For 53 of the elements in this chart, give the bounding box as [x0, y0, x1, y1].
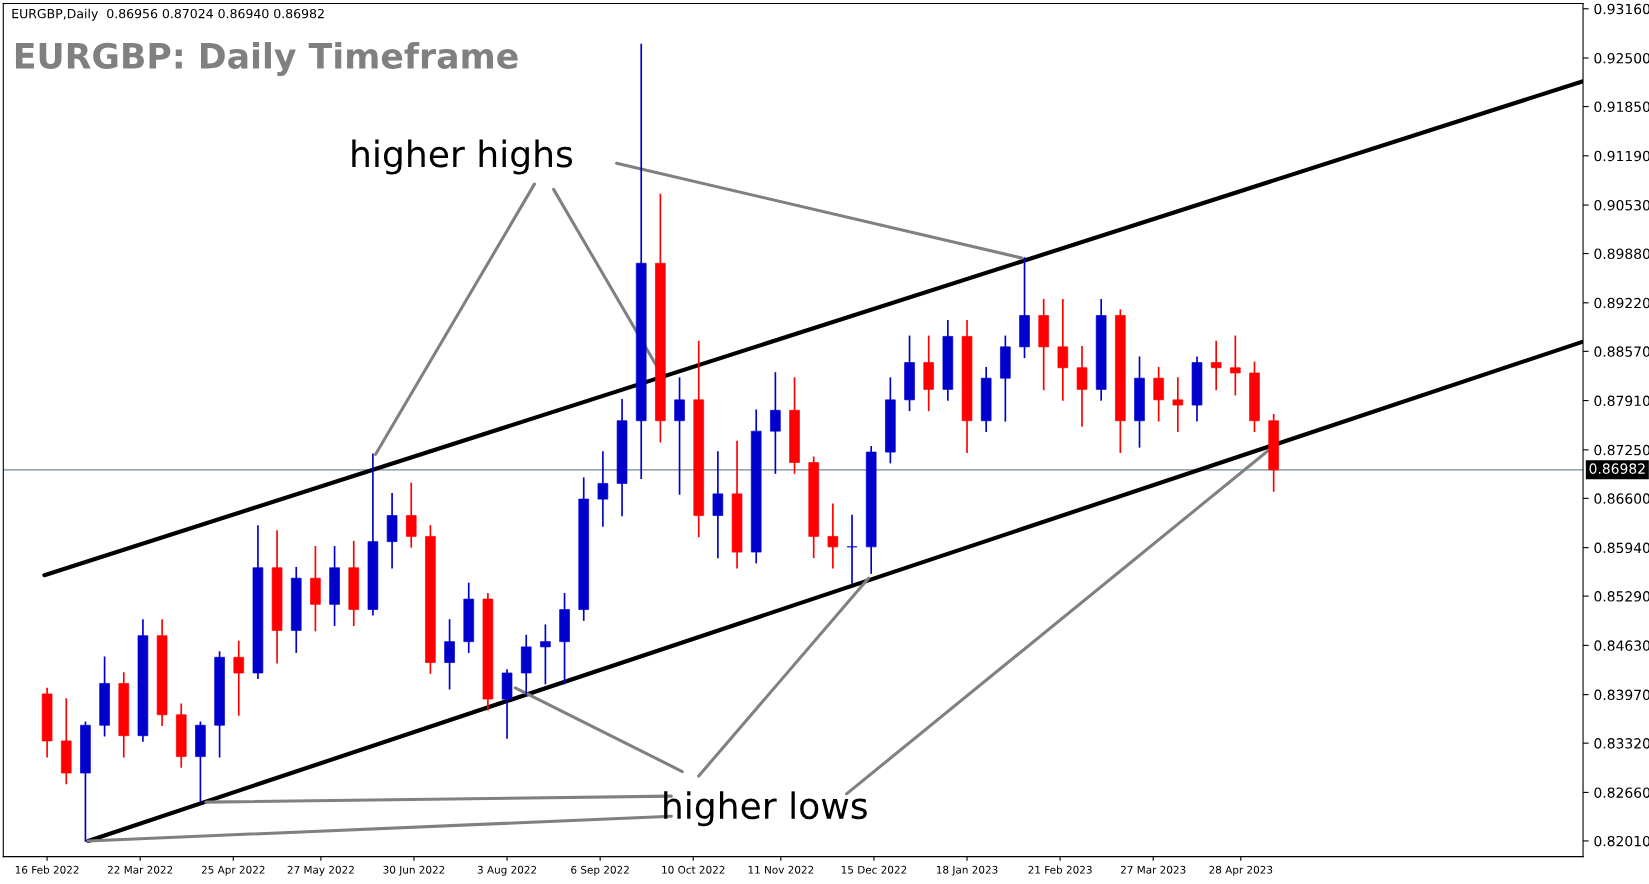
y-tick-label: 0.83320 [1594, 738, 1649, 749]
x-tick-label: 10 Oct 2022 [662, 865, 725, 874]
x-tick-label: 6 Sep 2022 [571, 865, 629, 876]
candlestick [846, 514, 858, 585]
x-tick-label: 18 Jan 2023 [936, 865, 998, 876]
y-tick-label: 0.90530 [1594, 200, 1649, 211]
text: EURGBP: Daily Timeframe [15, 42, 518, 76]
y-tick-label: 0.87250 [1594, 444, 1649, 456]
candlestick [405, 482, 417, 548]
candlestick [1057, 298, 1069, 401]
y-tick-label: 0.89220 [1594, 297, 1649, 309]
x-tick-label: 30 Jun 2022 [383, 865, 445, 876]
y-tick-label: 0.85290 [1594, 591, 1649, 602]
x-tick-label: 3 Aug 2022 [477, 865, 537, 876]
x-tick-label: 22 Mar 2022 [107, 865, 173, 874]
candlestick [233, 640, 245, 716]
chart-subtitle: EURGBP,Daily 0.86956 0.87024 0.86940 0.86982 [12, 8, 324, 21]
y-tick-label: 0.82010 [1594, 835, 1649, 847]
x-tick-label: 21 Feb 2023 [1028, 865, 1092, 874]
y-tick-label: 0.83970 [1594, 689, 1649, 701]
y-tick-label: 0.91850 [1594, 101, 1649, 112]
y-tick-label: 0.89880 [1594, 248, 1649, 260]
y-tick-label: 0.84630 [1594, 640, 1649, 651]
annotation: higher lows [664, 791, 867, 827]
candlestick [1153, 366, 1164, 422]
y-tick-label: 0.86600 [1594, 493, 1649, 504]
x-tick-label: 27 May 2022 [287, 865, 354, 876]
candlestick [674, 377, 685, 495]
y-tick-label: 0.88570 [1594, 346, 1649, 357]
candlestick [444, 619, 455, 690]
candlestick [1210, 340, 1222, 391]
candlestick [540, 624, 551, 685]
y-tick-label: 0.87910 [1594, 395, 1649, 407]
candlestick [712, 451, 724, 559]
candlestick [827, 503, 839, 569]
x-tick-label: 27 Mar 2023 [1120, 865, 1186, 874]
ref-line-label: 0.86982 [1589, 463, 1645, 474]
candlestick [1172, 377, 1184, 433]
candlestick [597, 451, 609, 527]
x-tick-label: 28 Apr 2023 [1209, 865, 1273, 876]
y-tick-label: 0.85940 [1594, 542, 1649, 554]
annotation: higher highs [352, 139, 573, 175]
y-tick-label: 0.92500 [1594, 52, 1649, 64]
candlestick [770, 372, 781, 474]
y-tick-label: 0.82660 [1594, 787, 1649, 798]
x-tick-label: 15 Dec 2022 [841, 865, 907, 874]
candlestick [1076, 346, 1088, 427]
x-tick-label: 25 Apr 2022 [201, 865, 265, 876]
candlestick [1230, 335, 1241, 396]
x-tick-label: 11 Nov 2022 [748, 865, 814, 874]
y-tick-label: 0.93160 [1594, 3, 1649, 15]
y-tick-label: 0.91190 [1594, 150, 1649, 162]
x-tick-label: 16 Feb 2022 [15, 865, 79, 874]
